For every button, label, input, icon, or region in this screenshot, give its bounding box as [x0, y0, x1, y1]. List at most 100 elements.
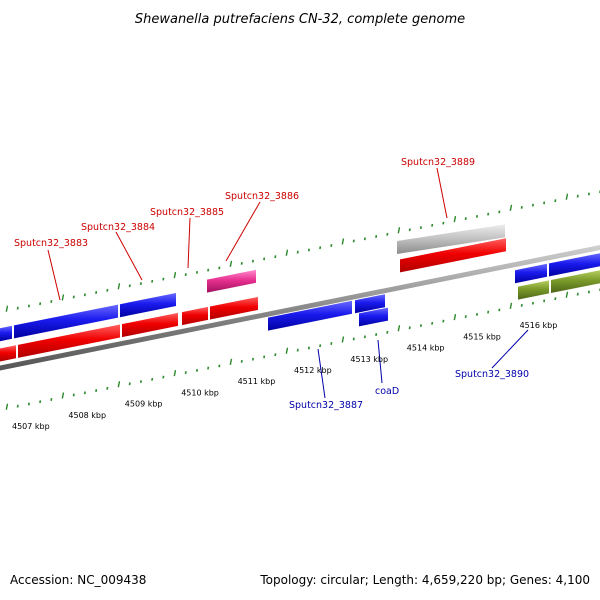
forward-strand-features [0, 224, 506, 362]
gene-arrow [397, 224, 505, 254]
minor-tick [431, 321, 434, 325]
minor-tick [352, 239, 355, 243]
reverse-strand-features [0, 253, 600, 342]
gene-label-coad: coaD [375, 386, 399, 397]
major-tick [453, 313, 457, 321]
major-tick [453, 215, 457, 223]
minor-tick [520, 303, 523, 307]
minor-tick [296, 250, 299, 254]
minor-tick [587, 290, 590, 294]
gene-arrow [0, 345, 16, 362]
minor-tick [296, 348, 299, 352]
major-tick [397, 325, 401, 332]
minor-tick [207, 366, 210, 370]
minor-tick [576, 194, 579, 198]
callout-line [47, 249, 61, 301]
minor-tick [442, 221, 445, 225]
gene-arrow [400, 238, 506, 273]
minor-tick [195, 368, 198, 372]
genome-backbone [0, 245, 600, 371]
gene-label-sputcn32-3886: Sputcn32_3886 [225, 191, 299, 202]
scale-label: 4508 kbp [68, 411, 106, 420]
minor-tick [408, 228, 411, 232]
major-tick [229, 260, 233, 268]
scale-label: 4516 kbp [520, 321, 558, 330]
minor-tick [576, 292, 579, 296]
minor-tick [27, 304, 30, 308]
major-tick [285, 249, 289, 256]
genome-summary-label: Topology: circular; Length: 4,659,220 bp… [260, 573, 590, 587]
minor-tick [50, 398, 53, 401]
major-tick [509, 204, 513, 212]
gene-arrow [549, 253, 600, 277]
minor-tick [218, 364, 221, 368]
minor-tick [274, 353, 277, 357]
minor-tick [72, 393, 75, 397]
gene-arrow [182, 306, 208, 326]
minor-tick [39, 400, 42, 404]
minor-tick [16, 404, 19, 408]
minor-tick [162, 375, 165, 379]
minor-tick [151, 279, 154, 283]
minor-tick [139, 282, 142, 286]
major-tick [117, 283, 121, 290]
gene-callouts: Sputcn32_3883 Sputcn32_3884 Sputcn32_388… [14, 157, 529, 411]
major-tick [173, 369, 177, 377]
major-tick [341, 238, 345, 245]
minor-tick [363, 335, 366, 339]
minor-tick [151, 377, 154, 381]
gene-arrow [551, 270, 600, 293]
minor-tick [498, 308, 501, 312]
minor-tick [106, 386, 109, 390]
major-tick [285, 347, 289, 354]
minor-tick [543, 299, 546, 303]
callout-line [491, 329, 529, 369]
minor-tick [128, 284, 131, 288]
major-tick [5, 305, 9, 312]
callout-line [187, 217, 191, 269]
scale-label: 4509 kbp [125, 400, 163, 409]
minor-tick [39, 302, 42, 306]
callout-line [436, 167, 448, 219]
minor-tick [106, 288, 109, 292]
minor-tick [184, 273, 187, 277]
minor-tick [431, 223, 434, 227]
upper-scale-ruler [5, 190, 600, 312]
gene-arrow [359, 307, 388, 327]
major-tick [5, 403, 9, 410]
accession-label: Accession: NC_009438 [10, 573, 147, 587]
gene-arrow [122, 312, 178, 338]
minor-tick [251, 259, 254, 263]
scale-label: 4513 kbp [350, 355, 388, 364]
minor-tick [319, 344, 322, 348]
major-tick [565, 291, 569, 298]
minor-tick [487, 310, 490, 314]
minor-tick [375, 235, 378, 238]
minor-tick [274, 255, 277, 259]
minor-tick [218, 266, 221, 270]
minor-tick [95, 389, 98, 392]
major-tick [509, 302, 513, 310]
gene-arrow [14, 304, 118, 339]
minor-tick [307, 346, 310, 350]
minor-tick [207, 268, 210, 272]
minor-tick [554, 199, 557, 203]
minor-tick [363, 237, 366, 241]
minor-tick [240, 261, 243, 265]
major-tick [565, 193, 569, 200]
minor-tick [139, 380, 142, 384]
minor-tick [386, 232, 389, 236]
minor-tick [498, 210, 501, 214]
minor-tick [464, 315, 467, 319]
gene-arrow [210, 296, 258, 320]
scale-label: 4512 kbp [294, 366, 332, 375]
gene-arrow [207, 269, 256, 293]
minor-tick [72, 295, 75, 299]
scale-label: 4507 kbp [12, 422, 50, 431]
minor-tick [520, 205, 523, 209]
minor-tick [330, 342, 333, 345]
major-tick [173, 271, 177, 279]
minor-tick [319, 246, 322, 250]
gene-arrow [268, 300, 352, 331]
gene-arrow [0, 325, 12, 342]
